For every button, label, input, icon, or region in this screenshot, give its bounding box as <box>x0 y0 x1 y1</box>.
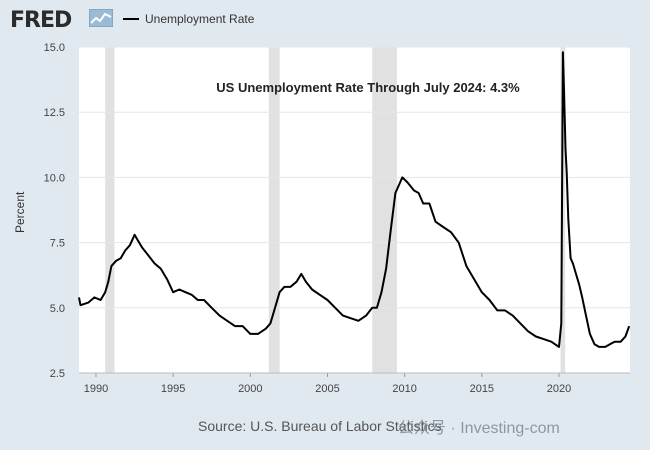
fred-logo[interactable]: FRED <box>10 8 72 33</box>
x-tick-label: 2020 <box>547 383 571 395</box>
source-note: Source: U.S. Bureau of Labor Statistics <box>198 418 442 434</box>
y-tick-label: 15.0 <box>44 42 65 54</box>
fred-graph-icon <box>89 9 113 27</box>
legend-label: Unemployment Rate <box>145 12 255 26</box>
y-tick-label: 10.0 <box>44 172 65 184</box>
x-tick-label: 2015 <box>470 383 494 395</box>
x-tick-label: 1990 <box>84 383 108 395</box>
y-tick-label: 2.5 <box>50 368 65 380</box>
x-tick-label: 2010 <box>392 383 416 395</box>
legend-line-swatch <box>123 17 139 20</box>
y-tick-label: 5.0 <box>50 303 65 315</box>
recession-band <box>268 47 280 373</box>
header: FRED Unemployment Rate <box>0 0 650 40</box>
legend[interactable]: Unemployment Rate <box>123 12 254 26</box>
watermark: 公众号 · Investing-com <box>398 420 560 437</box>
x-tick-label: 1995 <box>161 383 185 395</box>
series-line-unemployment-rate <box>78 51 631 348</box>
y-tick-label: 7.5 <box>50 238 65 250</box>
y-tick-label: 12.5 <box>44 107 65 119</box>
plot-area <box>79 47 630 373</box>
x-tick-label: 2000 <box>238 383 262 395</box>
recession-band <box>105 47 115 373</box>
chart-annotation: US Unemployment Rate Through July 2024: … <box>216 80 520 95</box>
x-tick-label: 2005 <box>315 383 339 395</box>
